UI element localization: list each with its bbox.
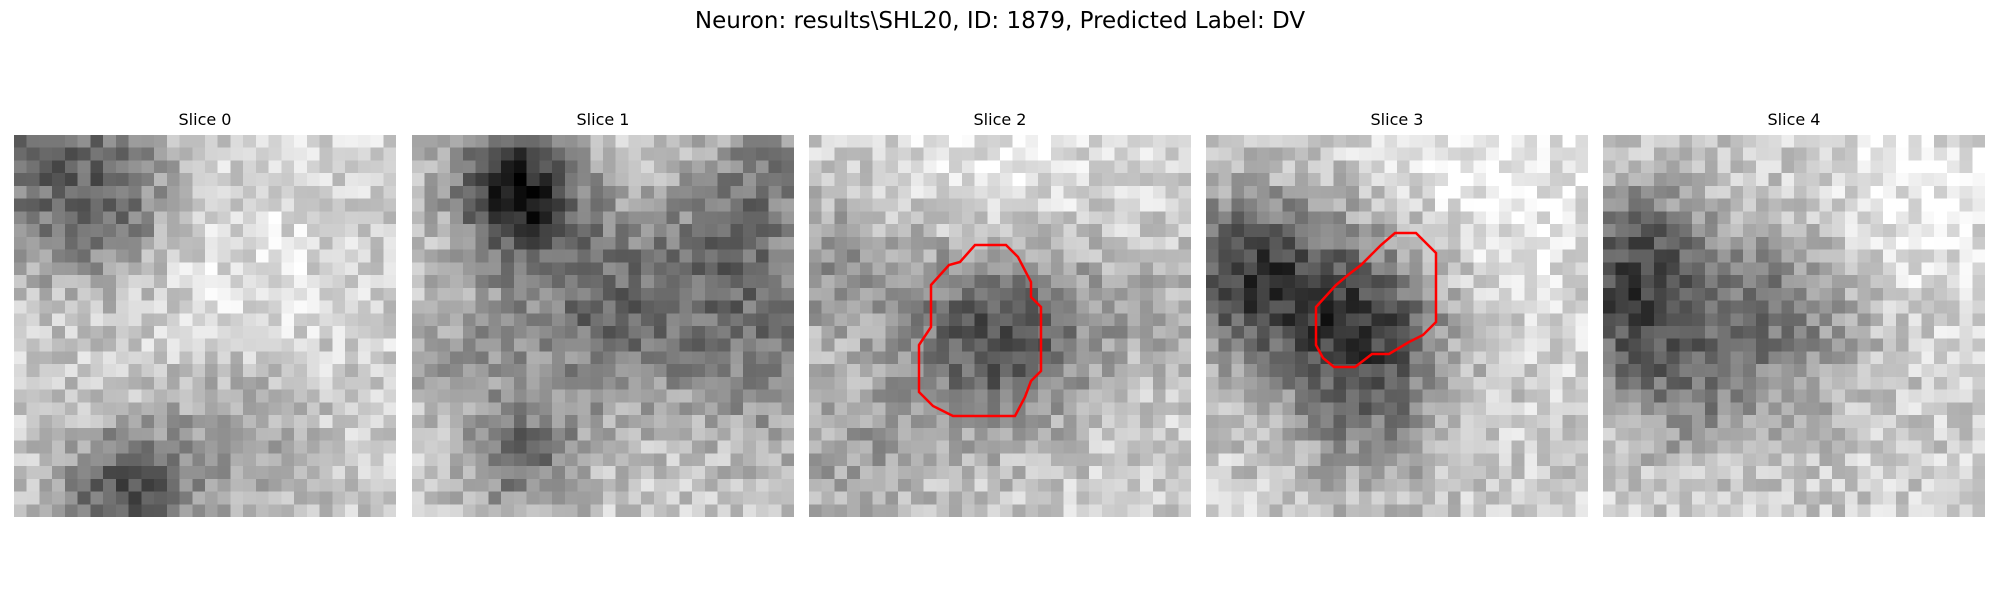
slice-1-pixels: [412, 135, 794, 517]
slice-2-pixels: [809, 135, 1191, 517]
slice-2-contour: [917, 243, 1043, 418]
slice-4-pixels: [1603, 135, 1985, 517]
slice-2-roi-outline: [917, 243, 1043, 418]
slice-3-pixels: [1206, 135, 1588, 517]
slice-3-image: [1206, 135, 1588, 517]
slice-0-pixels: [14, 135, 396, 517]
slice-3-roi-outline: [1314, 231, 1438, 369]
slice-4-image: [1603, 135, 1985, 517]
slice-3-contour: [1314, 231, 1438, 369]
slice-0-image: [14, 135, 396, 517]
slice-3-title: Slice 3: [1370, 110, 1424, 129]
slice-0-title: Slice 0: [178, 110, 232, 129]
slice-2-image: [809, 135, 1191, 517]
slice-4-title: Slice 4: [1767, 110, 1821, 129]
slice-1-title: Slice 1: [576, 110, 630, 129]
figure-title: Neuron: results\SHL20, ID: 1879, Predict…: [694, 8, 1306, 34]
slice-1-image: [412, 135, 794, 517]
slice-2-title: Slice 2: [973, 110, 1027, 129]
